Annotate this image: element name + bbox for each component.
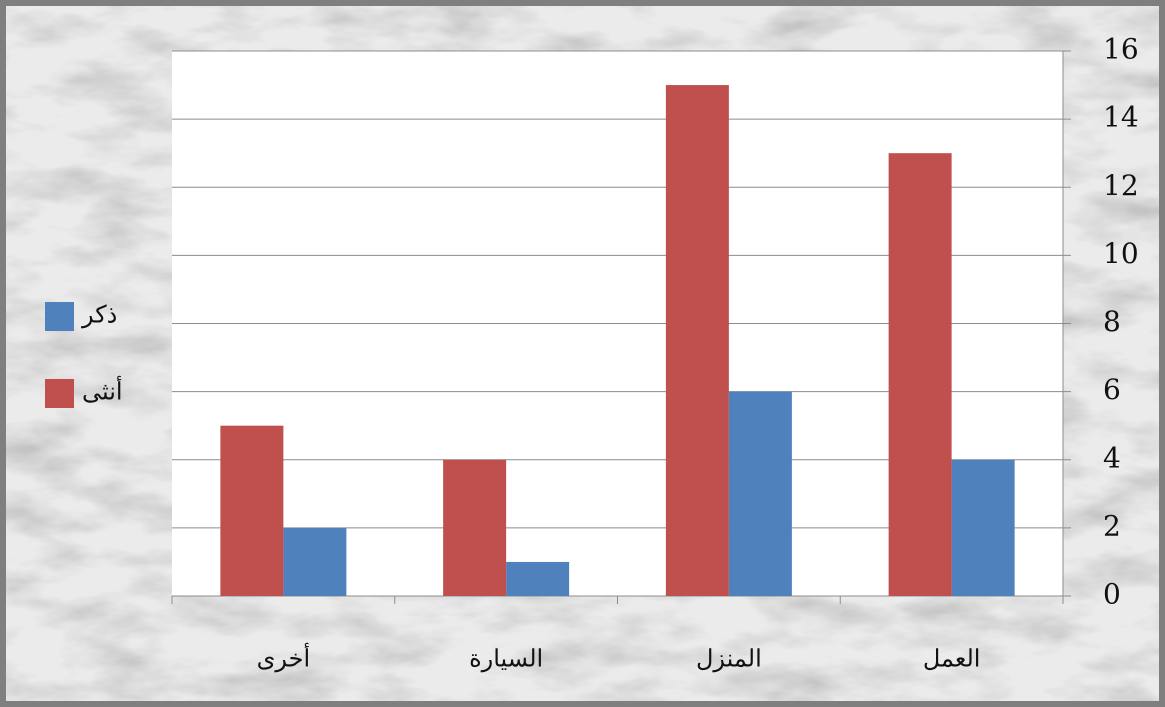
legend-swatch — [45, 379, 74, 408]
x-tick-label: المنزل — [696, 645, 762, 673]
bar — [283, 527, 347, 596]
bar — [888, 153, 952, 596]
y-tick-label: 0 — [1103, 578, 1121, 611]
bar — [951, 459, 1015, 596]
legend-label: أنثى — [82, 375, 123, 406]
bar — [443, 459, 507, 596]
x-tick-label: أخرى — [257, 642, 311, 673]
legend-swatch — [45, 302, 74, 331]
y-tick-label: 10 — [1103, 237, 1139, 270]
y-tick-label: 8 — [1103, 305, 1121, 338]
legend-label: ذكر — [81, 301, 117, 329]
x-tick-label: العمل — [923, 645, 981, 673]
y-tick-label: 16 — [1103, 33, 1139, 66]
x-tick-label: السيارة — [469, 645, 543, 673]
bar — [665, 85, 729, 596]
y-tick-label: 14 — [1103, 101, 1139, 134]
bar — [728, 391, 792, 596]
bar — [506, 561, 570, 596]
y-tick-label: 4 — [1103, 441, 1121, 474]
y-tick-label: 12 — [1103, 169, 1139, 202]
y-tick-label: 6 — [1103, 373, 1121, 406]
y-tick-label: 2 — [1103, 509, 1121, 542]
bar — [220, 425, 284, 596]
